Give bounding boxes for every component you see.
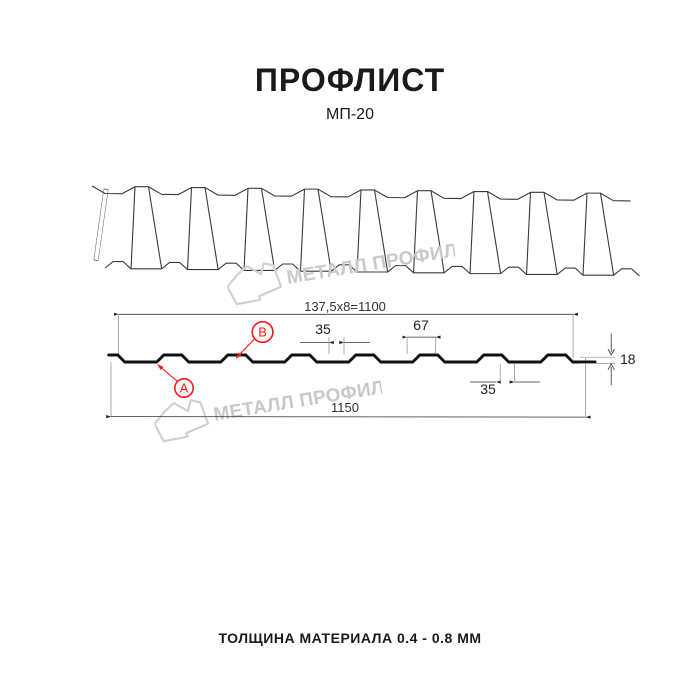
svg-text:B: B bbox=[258, 325, 267, 340]
svg-text:18: 18 bbox=[620, 351, 636, 367]
svg-text:137,5x8=1100: 137,5x8=1100 bbox=[304, 299, 386, 314]
svg-text:67: 67 bbox=[413, 317, 429, 333]
svg-text:35: 35 bbox=[315, 321, 331, 337]
svg-text:35: 35 bbox=[480, 381, 496, 397]
svg-text:1150: 1150 bbox=[331, 400, 359, 415]
svg-text:A: A bbox=[180, 381, 189, 396]
